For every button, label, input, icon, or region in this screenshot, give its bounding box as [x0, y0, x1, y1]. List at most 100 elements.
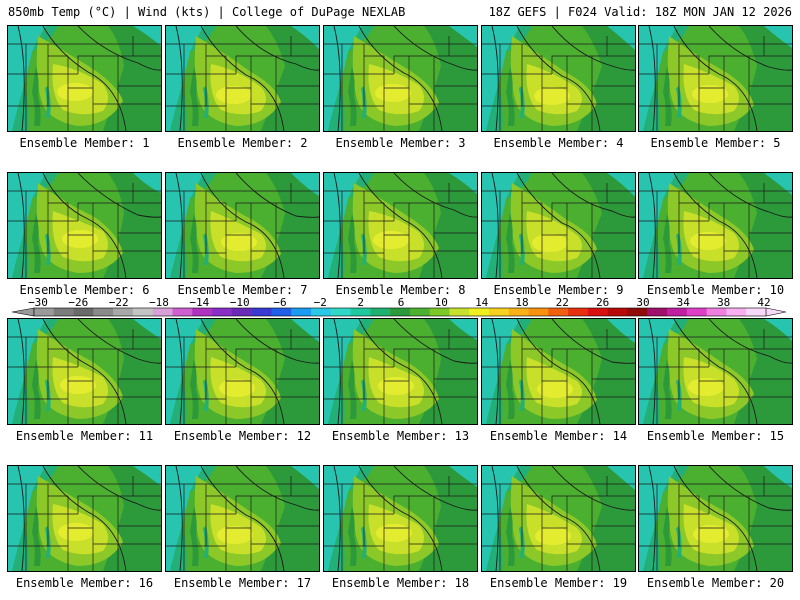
map-cold-northeast: [291, 466, 319, 489]
state-boundary: [522, 55, 543, 74]
isotherm-line: [175, 173, 183, 278]
colorbar-tick-label: −22: [109, 296, 129, 309]
ensemble-member-map: [323, 25, 478, 132]
ensemble-member-label: Ensemble Member: 17: [173, 576, 312, 590]
isotherm-line: [17, 26, 25, 131]
isotherm-line: [358, 173, 443, 278]
state-boundary: [679, 495, 700, 514]
temperature-map-svg: [482, 173, 635, 278]
map-terrain-streak: [190, 359, 199, 419]
isotherm-line: [333, 26, 341, 131]
map-cold-region: [482, 466, 520, 571]
isotherm-line: [77, 26, 161, 71]
isotherm-line: [516, 26, 601, 131]
isotherm-line: [358, 466, 443, 571]
ensemble-member-label: Ensemble Member: 12: [173, 429, 312, 443]
map-cold-region: [482, 173, 520, 278]
colorbar-segment: [587, 308, 609, 316]
temperature-map-svg: [639, 319, 792, 424]
map-terrain-streak: [663, 66, 672, 126]
map-terrain-streak: [663, 506, 672, 566]
map-cold-region: [166, 173, 204, 278]
temperature-map-svg: [324, 173, 477, 278]
map-cold-region: [324, 466, 362, 571]
map-terrain-streak: [663, 359, 672, 419]
colorbar-segment: [647, 308, 668, 316]
temperature-map-svg: [482, 466, 635, 571]
colorbar-segment: [508, 308, 529, 316]
colorbar-segment: [607, 308, 628, 316]
isotherm-line: [648, 173, 656, 278]
isotherm-line: [235, 173, 319, 218]
map-terrain-streak: [32, 66, 41, 126]
map-warm-core: [217, 526, 253, 544]
map-cold-region: [324, 173, 362, 278]
isotherm-line: [393, 319, 477, 364]
map-cold-northeast: [607, 173, 635, 197]
model-run-info: 18Z GEFS | F024 Valid: 18Z MON JAN 12 20…: [488, 5, 792, 19]
colorbar-segment: [370, 308, 391, 316]
colorbar-segment: [73, 308, 94, 316]
map-cold-region: [8, 466, 46, 571]
colorbar-left-arrow: [11, 307, 35, 317]
isotherm-line: [648, 319, 656, 424]
ensemble-member-map: [481, 318, 636, 425]
isotherm-line: [77, 466, 161, 511]
colorbar-tick-label: −6: [273, 296, 286, 309]
isotherm-line: [42, 173, 127, 278]
map-cold-northeast: [291, 173, 319, 196]
colorbar-segment: [251, 308, 272, 316]
colorbar-segment: [528, 308, 549, 316]
ensemble-member-label: Ensemble Member: 7: [177, 283, 308, 297]
isotherm-line: [235, 466, 319, 511]
map-warm-core: [375, 84, 411, 102]
temperature-map-svg: [324, 319, 477, 424]
isotherm-line: [333, 319, 341, 424]
map-cold-region: [639, 173, 677, 278]
ensemble-member-map: [638, 25, 793, 132]
isotherm-line: [516, 319, 601, 424]
state-boundary: [206, 55, 227, 74]
ensemble-member-label: Ensemble Member: 18: [331, 576, 470, 590]
temperature-map-svg: [482, 26, 635, 131]
state-boundary: [679, 55, 700, 74]
state-boundary: [522, 348, 543, 367]
ensemble-member-map: [481, 172, 636, 279]
map-cold-region: [166, 466, 204, 571]
colorbar-tick-label: 18: [515, 296, 528, 309]
ensemble-member-label: Ensemble Member: 11: [15, 429, 154, 443]
state-boundary: [48, 55, 69, 74]
temperature-map-svg: [324, 26, 477, 131]
map-warm-core: [58, 523, 94, 541]
colorbar-segment: [113, 308, 134, 316]
map-cold-northeast: [764, 466, 792, 488]
colorbar-segment: [489, 308, 510, 316]
map-warm-core: [216, 86, 252, 104]
map-cold-northeast: [133, 466, 161, 486]
ensemble-member-label: Ensemble Member: 4: [493, 136, 624, 150]
isotherm-line: [393, 466, 477, 511]
temperature-map-svg: [166, 319, 319, 424]
chart-title: 850mb Temp (°C) | Wind (kts) | College o…: [8, 5, 406, 19]
map-warm-core: [378, 377, 414, 395]
isotherm-line: [708, 173, 792, 218]
map-terrain-streak: [190, 66, 199, 126]
isotherm-line: [673, 173, 758, 278]
isotherm-line: [175, 466, 183, 571]
ensemble-member-map: [7, 172, 162, 279]
map-terrain-streak: [506, 66, 515, 126]
colorbar-tick-label: 2: [357, 296, 364, 309]
map-terrain-streak: [348, 213, 357, 273]
state-boundary: [48, 202, 69, 221]
ensemble-member-map: [638, 465, 793, 572]
state-boundary: [364, 495, 385, 514]
state-boundary: [364, 55, 385, 74]
map-cold-region: [166, 26, 204, 131]
colorbar-segment: [706, 308, 727, 316]
colorbar-tick-label: 14: [475, 296, 489, 309]
map-cold-northeast: [133, 173, 161, 193]
map-cold-northeast: [449, 319, 477, 340]
isotherm-line: [708, 466, 792, 511]
colorbar-segment: [192, 308, 213, 316]
ensemble-member-label: Ensemble Member: 20: [646, 576, 785, 590]
